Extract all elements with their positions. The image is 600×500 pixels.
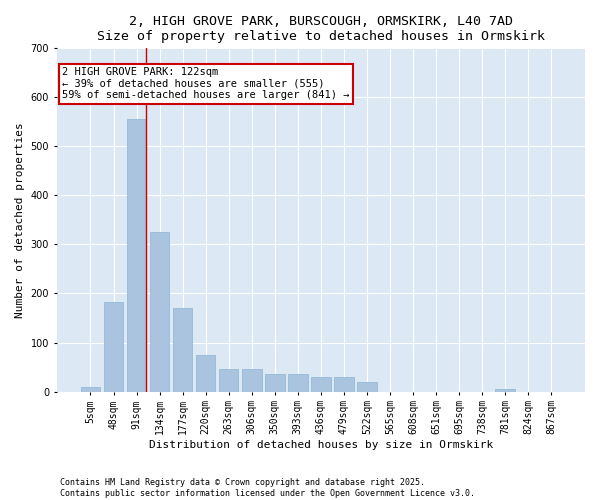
Bar <box>196 355 215 392</box>
Bar <box>173 308 193 392</box>
Bar <box>357 382 377 392</box>
Text: 2 HIGH GROVE PARK: 122sqm
← 39% of detached houses are smaller (555)
59% of semi: 2 HIGH GROVE PARK: 122sqm ← 39% of detac… <box>62 67 349 100</box>
Bar <box>127 120 146 392</box>
Bar <box>81 386 100 392</box>
Bar <box>334 377 353 392</box>
Bar <box>219 370 238 392</box>
Bar <box>311 377 331 392</box>
X-axis label: Distribution of detached houses by size in Ormskirk: Distribution of detached houses by size … <box>149 440 493 450</box>
Y-axis label: Number of detached properties: Number of detached properties <box>15 122 25 318</box>
Bar <box>288 374 308 392</box>
Bar <box>150 232 169 392</box>
Text: Contains HM Land Registry data © Crown copyright and database right 2025.
Contai: Contains HM Land Registry data © Crown c… <box>60 478 475 498</box>
Bar <box>496 389 515 392</box>
Bar <box>265 374 284 392</box>
Bar <box>104 302 124 392</box>
Bar <box>242 370 262 392</box>
Title: 2, HIGH GROVE PARK, BURSCOUGH, ORMSKIRK, L40 7AD
Size of property relative to de: 2, HIGH GROVE PARK, BURSCOUGH, ORMSKIRK,… <box>97 15 545 43</box>
